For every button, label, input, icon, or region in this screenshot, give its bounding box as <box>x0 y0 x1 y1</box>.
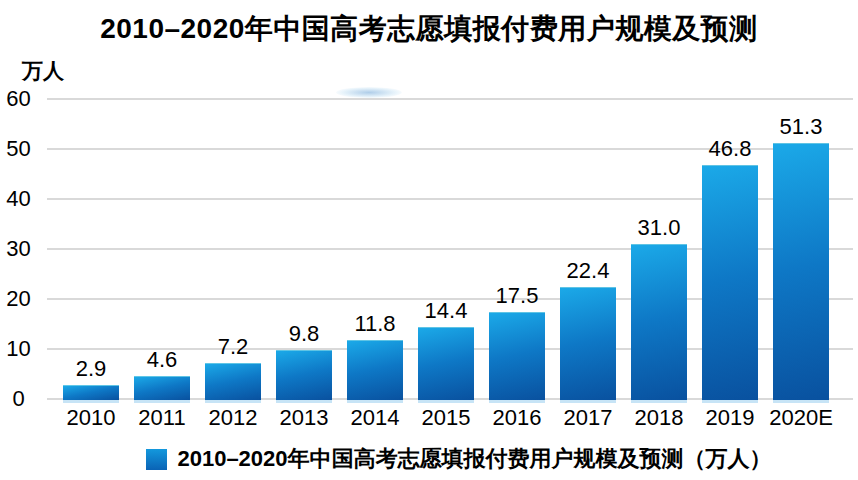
legend-marker-icon <box>146 449 167 470</box>
y-tick-label-10: 10 <box>0 336 37 362</box>
bar-2018 <box>631 244 687 400</box>
bar-value-label-2017: 22.4 <box>543 258 633 284</box>
chart-canvas: 2010–2020年中国高考志愿填报付费用户规模及预测 万人 010203040… <box>0 0 858 480</box>
bar-2012 <box>205 363 261 400</box>
bar-2013 <box>276 350 332 400</box>
bar-2016 <box>489 312 545 401</box>
bar-2014 <box>347 340 403 400</box>
y-tick-label-0: 0 <box>0 386 37 412</box>
bar-2017 <box>560 287 616 400</box>
bar-2011 <box>134 376 190 400</box>
bar-value-label-2019: 46.8 <box>685 136 775 162</box>
y-tick-label-60: 60 <box>0 86 37 112</box>
y-tick-label-20: 20 <box>0 286 37 312</box>
legend: 2010–2020年中国高考志愿填报付费用户规模及预测（万人） <box>30 444 858 474</box>
legend-label: 2010–2020年中国高考志愿填报付费用户规模及预测（万人） <box>177 444 771 474</box>
bar-2020E <box>773 143 829 401</box>
bar-value-label-2016: 17.5 <box>472 283 562 309</box>
bar-2019 <box>702 165 758 400</box>
gridline-y-60 <box>47 98 853 100</box>
plot-area: 01020304050602.920104.620117.220129.8201… <box>0 0 858 480</box>
bar-2015 <box>418 327 474 400</box>
y-tick-label-30: 30 <box>0 236 37 262</box>
bar-2010 <box>63 385 119 401</box>
y-tick-label-50: 50 <box>0 136 37 162</box>
y-tick-label-40: 40 <box>0 186 37 212</box>
bar-value-label-2018: 31.0 <box>614 215 704 241</box>
x-axis-label-2020E: 2020E <box>756 405 846 431</box>
bar-value-label-2020E: 51.3 <box>756 114 846 140</box>
